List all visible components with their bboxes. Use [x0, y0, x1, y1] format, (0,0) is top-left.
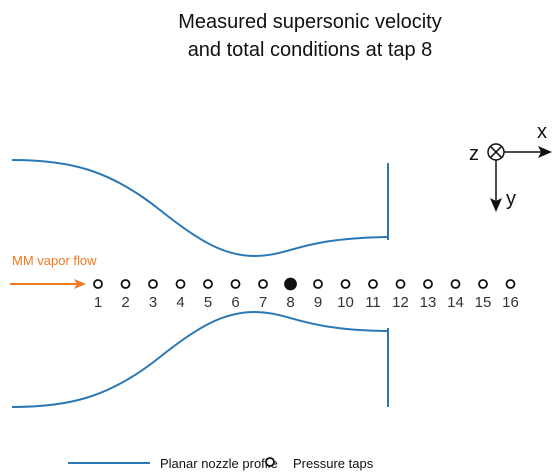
pressure-tap [120, 279, 131, 289]
tap-number: 7 [259, 294, 267, 311]
pressure-tap [93, 279, 103, 289]
pressure-tap [450, 279, 461, 289]
y-arrow [490, 198, 502, 212]
upper-wall [11, 159, 389, 258]
flow-arrow-head [74, 279, 86, 289]
legend-text: Planar nozzle profile [160, 456, 278, 471]
legend-tap [265, 457, 275, 467]
tap-number: 5 [204, 294, 212, 311]
tap-number: 8 [286, 294, 294, 311]
z-cross [489, 145, 503, 159]
pressure-tap [203, 279, 213, 289]
taps: 1 2 3 4 5 6 7 8 9 10 11 12 13 14 15 16 [93, 277, 519, 311]
y-label: y [506, 188, 516, 210]
flow-label: MM vapor flow [12, 253, 97, 268]
tap-number: 9 [314, 294, 322, 311]
tap-number: 2 [121, 294, 129, 311]
lower-wall [11, 310, 389, 408]
tap-number: 16 [502, 294, 519, 311]
tap-number: 3 [149, 294, 157, 311]
tap-number: 1 [94, 294, 102, 311]
title-line: and total conditions at tap 8 [188, 39, 433, 61]
tap-number: 6 [231, 294, 239, 311]
tap-number: 13 [420, 294, 437, 311]
title-line: Measured supersonic velocity [178, 11, 441, 33]
pressure-tap [505, 279, 516, 289]
z-label: z [469, 143, 479, 165]
x-arrow [538, 146, 552, 158]
nozzle [11, 159, 389, 408]
tap-number: 4 [176, 294, 184, 311]
pressure-tap [148, 279, 158, 289]
pressure-tap [284, 277, 297, 291]
pressure-tap [313, 279, 323, 289]
legend-text: Pressure taps [293, 456, 374, 471]
pressure-tap [423, 279, 433, 289]
pressure-tap [478, 279, 488, 289]
pressure-tap [368, 279, 378, 289]
pressure-tap [340, 279, 351, 289]
tap-number: 15 [475, 294, 492, 311]
tap-number: 11 [365, 294, 381, 311]
tap-number: 12 [392, 294, 409, 311]
pressure-tap [230, 279, 241, 289]
pressure-tap [175, 279, 186, 289]
pressure-tap [395, 279, 406, 289]
tap-number: 10 [337, 294, 354, 311]
tap-number: 14 [447, 294, 464, 311]
x-label: x [537, 121, 547, 143]
pressure-tap [258, 279, 268, 289]
